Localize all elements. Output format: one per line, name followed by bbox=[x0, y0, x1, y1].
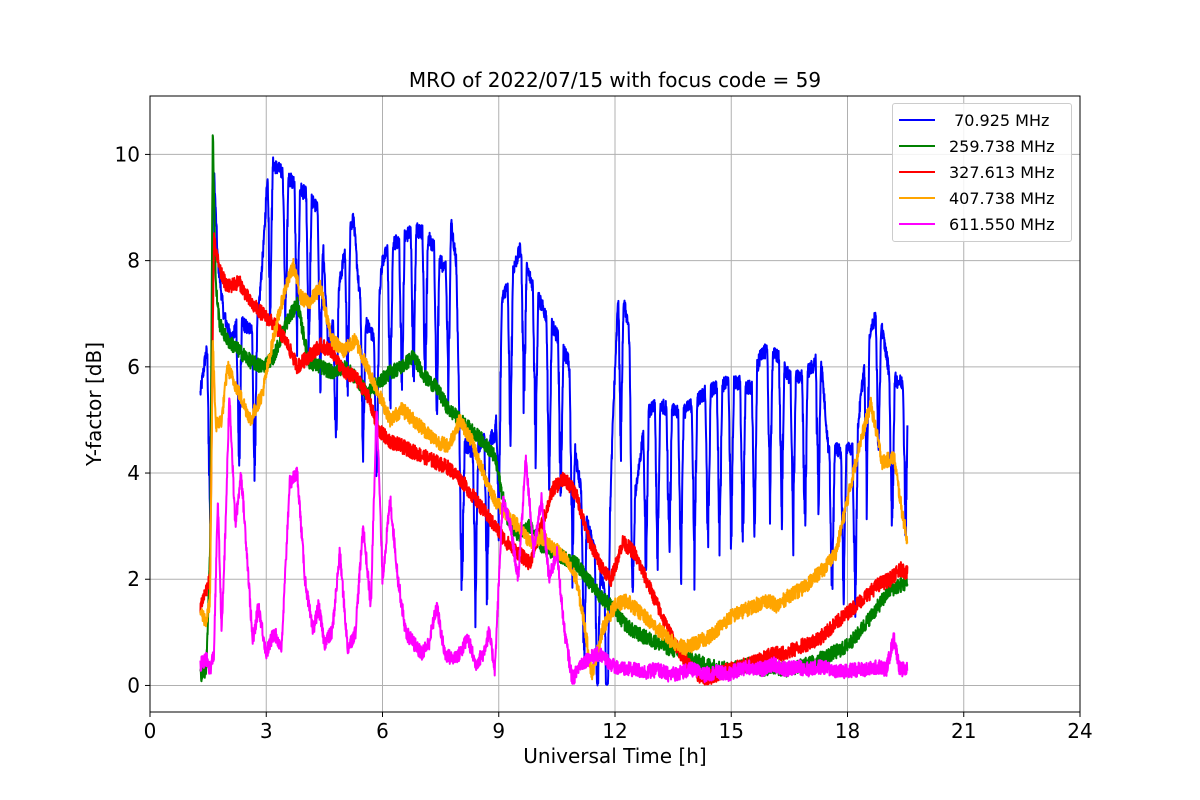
x-tick-label: 21 bbox=[951, 719, 976, 743]
y-tick-label: 8 bbox=[127, 249, 140, 273]
x-tick-label: 3 bbox=[260, 719, 273, 743]
y-tick-label: 6 bbox=[127, 355, 140, 379]
x-tick-label: 6 bbox=[376, 719, 389, 743]
x-tick-label: 18 bbox=[835, 719, 860, 743]
series-line bbox=[199, 232, 909, 686]
series-line bbox=[199, 156, 909, 687]
legend-swatch bbox=[899, 145, 935, 147]
legend-item: 259.738 MHz bbox=[899, 133, 1054, 159]
legend-swatch bbox=[899, 197, 935, 199]
x-tick-label: 0 bbox=[144, 719, 157, 743]
legend-label: 259.738 MHz bbox=[949, 136, 1055, 156]
chart-title: MRO of 2022/07/15 with focus code = 59 bbox=[409, 68, 821, 92]
series-line bbox=[199, 397, 909, 685]
x-tick-label: 24 bbox=[1067, 719, 1092, 743]
y-tick-label: 4 bbox=[127, 461, 140, 485]
x-tick-label: 15 bbox=[719, 719, 744, 743]
x-tick-label: 9 bbox=[492, 719, 505, 743]
legend-swatch bbox=[899, 223, 935, 225]
legend-item: 327.613 MHz bbox=[899, 159, 1054, 185]
series-layer bbox=[199, 134, 909, 687]
y-tick-label: 10 bbox=[115, 142, 140, 166]
legend-label: 70.925 MHz bbox=[949, 110, 1050, 130]
x-axis-label: Universal Time [h] bbox=[523, 744, 706, 768]
legend-item: 70.925 MHz bbox=[899, 107, 1049, 133]
legend-swatch bbox=[899, 171, 935, 173]
x-tick-label: 12 bbox=[602, 719, 627, 743]
legend-label: 407.738 MHz bbox=[949, 188, 1055, 208]
legend-item: 407.738 MHz bbox=[899, 185, 1054, 211]
series-line bbox=[199, 257, 909, 681]
y-axis-label: Y-factor [dB] bbox=[82, 342, 106, 467]
legend-item: 611.550 MHz bbox=[899, 211, 1054, 237]
y-tick-label: 0 bbox=[127, 673, 140, 697]
y-tick-label: 2 bbox=[127, 567, 140, 591]
legend-swatch bbox=[899, 119, 935, 121]
legend-label: 611.550 MHz bbox=[949, 214, 1055, 234]
legend: 70.925 MHz 259.738 MHz 327.613 MHz 407.7… bbox=[892, 103, 1072, 242]
legend-label: 327.613 MHz bbox=[949, 162, 1055, 182]
